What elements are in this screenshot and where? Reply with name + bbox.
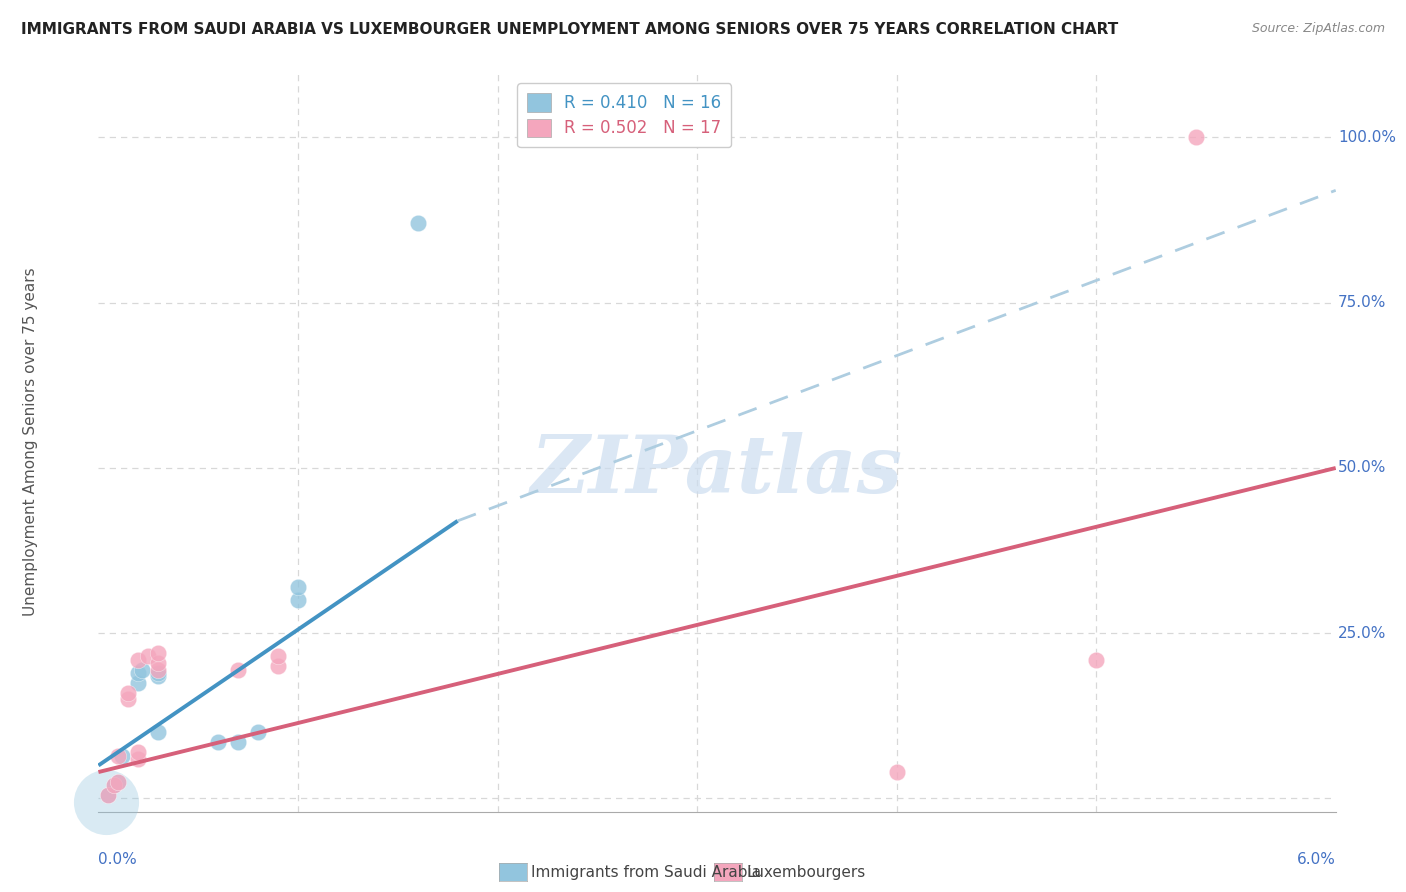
Text: 6.0%: 6.0% xyxy=(1296,853,1336,867)
Point xyxy=(107,748,129,763)
Point xyxy=(127,653,149,667)
Point xyxy=(148,646,170,660)
Point xyxy=(148,669,170,683)
Point xyxy=(127,745,149,759)
Point xyxy=(148,665,170,680)
Point xyxy=(267,659,290,673)
Point xyxy=(127,752,149,766)
Point xyxy=(226,663,249,677)
Text: Unemployment Among Seniors over 75 years: Unemployment Among Seniors over 75 years xyxy=(22,268,38,615)
Point xyxy=(1185,130,1208,145)
Text: 75.0%: 75.0% xyxy=(1339,295,1386,310)
Point xyxy=(1085,653,1108,667)
Point xyxy=(97,788,120,802)
Point xyxy=(247,725,270,739)
Point xyxy=(287,580,309,594)
Legend: R = 0.410   N = 16, R = 0.502   N = 17: R = 0.410 N = 16, R = 0.502 N = 17 xyxy=(517,83,731,147)
Point xyxy=(226,735,249,749)
Text: 100.0%: 100.0% xyxy=(1339,130,1396,145)
Point xyxy=(148,725,170,739)
Point xyxy=(96,795,118,809)
Point xyxy=(148,663,170,677)
Point xyxy=(97,788,120,802)
Point xyxy=(148,656,170,670)
Text: Immigrants from Saudi Arabia: Immigrants from Saudi Arabia xyxy=(531,865,762,880)
Point xyxy=(117,686,139,700)
Text: ZIPatlas: ZIPatlas xyxy=(531,433,903,510)
Text: Source: ZipAtlas.com: Source: ZipAtlas.com xyxy=(1251,22,1385,36)
Point xyxy=(111,748,134,763)
Point xyxy=(103,778,125,792)
Text: 50.0%: 50.0% xyxy=(1339,460,1386,475)
Point xyxy=(886,765,908,780)
Text: IMMIGRANTS FROM SAUDI ARABIA VS LUXEMBOURGER UNEMPLOYMENT AMONG SENIORS OVER 75 : IMMIGRANTS FROM SAUDI ARABIA VS LUXEMBOU… xyxy=(21,22,1118,37)
Point xyxy=(107,775,129,789)
Point xyxy=(131,663,153,677)
Point xyxy=(207,735,229,749)
Text: Luxembourgers: Luxembourgers xyxy=(747,865,866,880)
Text: 25.0%: 25.0% xyxy=(1339,626,1386,640)
Text: 0.0%: 0.0% xyxy=(98,853,138,867)
Point xyxy=(117,692,139,706)
Point xyxy=(136,649,159,664)
Point xyxy=(107,775,129,789)
Point xyxy=(127,665,149,680)
Point xyxy=(103,778,125,792)
Point xyxy=(406,216,429,230)
Point xyxy=(267,649,290,664)
Point xyxy=(287,593,309,607)
Point xyxy=(127,675,149,690)
